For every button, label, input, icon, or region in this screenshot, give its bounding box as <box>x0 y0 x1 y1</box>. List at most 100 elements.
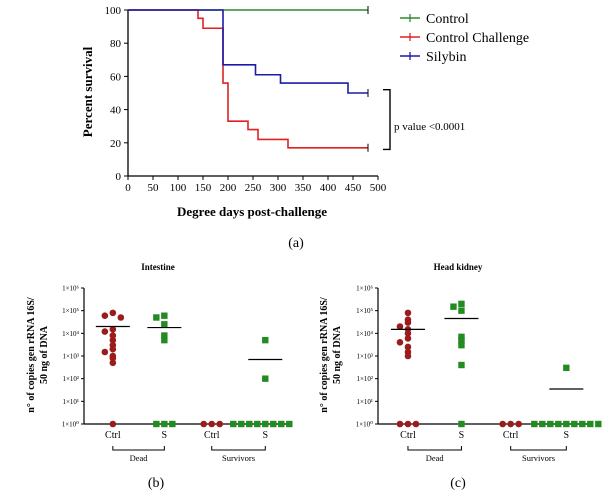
head-kidney-point <box>539 420 546 428</box>
intestine-point <box>208 420 216 428</box>
head-kidney-point <box>563 420 570 428</box>
survival-x-tick-label: 450 <box>345 182 362 194</box>
survival-axes: 0 50 100 150 200 250 300 350 400 450 500 0 20 40 60 80 1… <box>105 5 387 194</box>
intestine-point <box>153 314 160 321</box>
intestine-point <box>161 420 168 428</box>
head-kidney-point <box>404 330 412 337</box>
intestine-point <box>254 420 261 428</box>
intestine-point <box>101 328 109 335</box>
intestine-point <box>153 420 160 428</box>
survival-y-tick-label: 100 <box>105 5 122 17</box>
survival-x-tick-label: 200 <box>220 182 237 194</box>
survival-y-tick-label: 60 <box>110 71 122 83</box>
intestine-category-label: Ctrl <box>204 430 220 441</box>
intestine-point <box>216 420 224 428</box>
p-value-annotation: p value <0.0001 <box>394 121 465 133</box>
head-kidney-point <box>458 341 465 349</box>
intestine-point <box>109 420 117 428</box>
head-kidney-y-tick-label: 1×10³ <box>356 353 373 361</box>
intestine-y-axis-title-line2: 50 ng of DNA <box>39 325 50 384</box>
panel-label-a: (a) <box>288 236 304 251</box>
head-kidney-y-tick-label: 1×10² <box>356 375 373 383</box>
intestine-point <box>238 420 245 428</box>
survival-series-line-2 <box>128 9 368 94</box>
head-kidney-point <box>458 307 465 314</box>
head-kidney-chart: 1×10⁰ 1×10¹ 1×10² 1×10³ 1×10⁴ 1×10⁵ 1×10⁶ Ctrl S… <box>319 262 602 491</box>
intestine-point <box>109 345 117 353</box>
survival-x-tick-label: 50 <box>148 182 160 194</box>
intestine-point <box>169 420 176 428</box>
survival-chart: 0 50 100 150 200 250 300 350 400 450 500 0 20 40 60 80 1… <box>80 5 529 251</box>
head-kidney-point <box>531 420 538 428</box>
intestine-point <box>262 336 269 344</box>
head-kidney-point <box>458 361 465 369</box>
survival-x-tick-label: 300 <box>270 182 287 194</box>
legend-label-0: Control <box>426 12 469 27</box>
intestine-point <box>270 420 277 428</box>
head-kidney-point <box>458 420 465 428</box>
head-kidney-group-bracket <box>407 446 462 451</box>
intestine-y-tick-label: 1×10² <box>62 375 79 383</box>
survival-x-tick-label: 0 <box>125 182 131 194</box>
head-kidney-point <box>396 420 404 428</box>
survival-series <box>128 6 391 152</box>
intestine-category-label: S <box>262 430 268 441</box>
intestine-point <box>161 336 168 344</box>
intestine-chart: 1×10⁰ 1×10¹ 1×10² 1×10³ 1×10⁴ 1×10⁵ 1×10⁶ Ctrl S… <box>26 262 293 491</box>
head-kidney-point <box>404 420 412 428</box>
intestine-y-tick-label: 1×10¹ <box>62 398 79 406</box>
head-kidney-point <box>499 420 506 428</box>
head-kidney-point <box>595 420 602 428</box>
survival-y-axis-title: Percent survival <box>80 46 95 137</box>
head-kidney-y-tick-label: 1×10⁵ <box>356 307 373 315</box>
head-kidney-y-axis-title-line1: n° of copies gen rRNA 16S/ <box>319 297 330 413</box>
intestine-group-label: Survivors <box>222 453 255 463</box>
intestine-category-label: S <box>162 430 168 441</box>
intestine-group-bracket <box>211 446 266 451</box>
survival-y-tick-label: 80 <box>110 38 122 50</box>
panel-label-b: (b) <box>148 476 165 491</box>
head-kidney-point <box>547 420 554 428</box>
survival-x-tick-label: 400 <box>320 182 337 194</box>
head-kidney-group-bracket <box>510 446 567 451</box>
intestine-point <box>101 348 109 356</box>
intestine-title: Intestine <box>141 262 175 272</box>
head-kidney-y-tick-label: 1×10¹ <box>356 398 373 406</box>
head-kidney-point <box>396 339 404 346</box>
intestine-point <box>161 312 168 319</box>
survival-legend: Control Control Challenge Silybin <box>400 12 529 65</box>
legend-label-1: Control Challenge <box>426 31 529 46</box>
intestine-y-axis-title-line1: n° of copies gen rRNA 16S/ <box>26 297 37 413</box>
head-kidney-plot: 1×10⁰ 1×10¹ 1×10² 1×10³ 1×10⁴ 1×10⁵ 1×10⁶ Ctrl S… <box>356 285 602 463</box>
head-kidney-y-tick-label: 1×10⁰ <box>356 421 373 429</box>
survival-x-tick-label: 350 <box>295 182 312 194</box>
intestine-point <box>101 312 109 319</box>
intestine-point <box>117 314 125 321</box>
head-kidney-point <box>579 420 586 428</box>
head-kidney-group-label: Survivors <box>522 453 555 463</box>
intestine-point <box>200 420 208 428</box>
p-value-bracket <box>383 88 391 151</box>
survival-y-tick-label: 20 <box>110 138 122 150</box>
head-kidney-category-label: S <box>459 430 465 441</box>
panel-label-c: (c) <box>450 476 466 491</box>
head-kidney-category-label: S <box>564 430 570 441</box>
intestine-point <box>109 336 117 344</box>
intestine-point <box>230 420 237 428</box>
head-kidney-point <box>458 336 465 344</box>
head-kidney-point <box>458 333 465 341</box>
intestine-y-tick-label: 1×10³ <box>62 353 79 361</box>
head-kidney-point <box>404 335 412 342</box>
survival-y-tick-label: 0 <box>116 171 122 183</box>
head-kidney-category-label: Ctrl <box>400 430 416 441</box>
head-kidney-point <box>412 420 420 428</box>
head-kidney-point <box>515 420 522 428</box>
head-kidney-point <box>507 420 514 428</box>
intestine-y-tick-label: 1×10⁶ <box>62 285 79 293</box>
intestine-group-label: Dead <box>130 453 149 463</box>
intestine-category-label: Ctrl <box>105 430 121 441</box>
survival-x-tick-label: 150 <box>195 182 212 194</box>
intestine-point <box>286 420 293 428</box>
head-kidney-point <box>571 420 578 428</box>
